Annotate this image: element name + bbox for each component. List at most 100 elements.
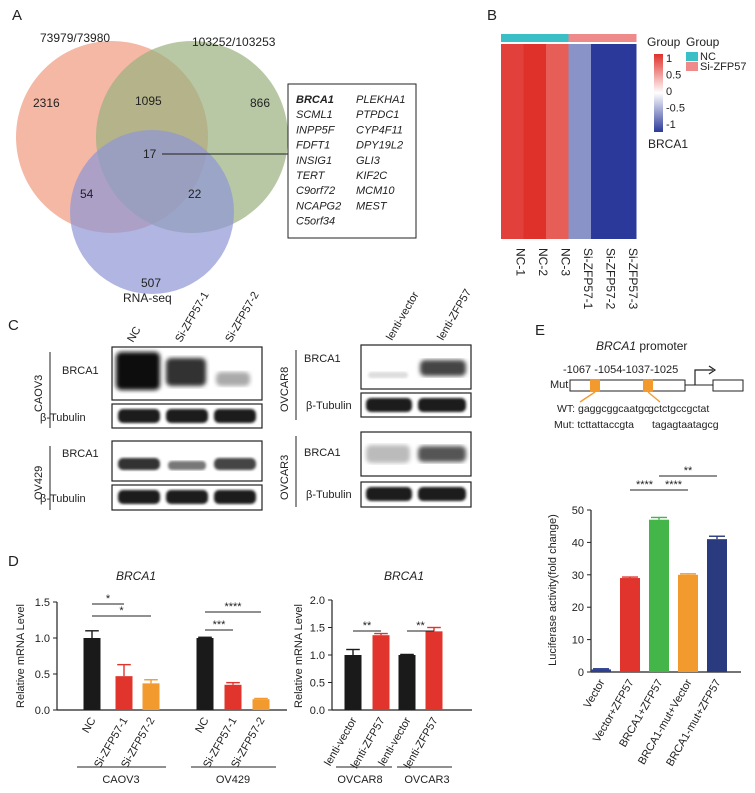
y-tick-label: 1.0 [35, 633, 50, 645]
heatmap: NC-1 NC-2 NC-3 Si-ZFP57-1 Si-ZFP57-2 Si-ZFP57… [501, 34, 746, 310]
promoter-region [569, 379, 686, 392]
significance-label: **** [636, 479, 654, 491]
heatmap-group-cell [591, 34, 614, 42]
heatmap-cell [613, 44, 637, 239]
venn-diagram: 73979/73980 103252/103253 RNA-seq 2316 8… [16, 31, 417, 305]
venn-set-3-label: RNA-seq [123, 291, 172, 305]
lane-label: Si-ZFP57-2 [223, 290, 262, 345]
bar [344, 655, 362, 710]
blot-label-tubulin-ov429: β-Tubulin [40, 493, 86, 505]
venn-set-3 [70, 130, 234, 294]
bar [425, 631, 443, 710]
blot-ovcar8-brca1-bands [368, 360, 466, 378]
promoter-site2-box [643, 379, 653, 392]
y-tick-label: 2.0 [310, 595, 325, 607]
significance-label: ** [684, 465, 693, 477]
y-axis-label: Luciferase activity(fold change) [547, 514, 559, 666]
bar [115, 676, 133, 710]
significance-label: *** [213, 619, 227, 631]
heatmap-legend-label: NC [700, 51, 716, 63]
blot-label-brca1-caov3: BRCA1 [62, 365, 99, 377]
blot-ov429-tubulin-bands [118, 490, 256, 504]
y-tick-label: 40 [572, 537, 584, 549]
y-tick-label: 20 [572, 602, 584, 614]
panel-label-e: E [535, 322, 545, 339]
y-axis-label: Relative mRNA Level [293, 604, 305, 708]
gene-name: TERT [296, 170, 326, 182]
venn-count-only2: 866 [250, 96, 270, 110]
venn-count-i23: 22 [188, 187, 202, 201]
blot-caov3-brca1-bands [116, 352, 250, 390]
venn-count-only1: 2316 [33, 96, 60, 110]
heatmap-column-label: Si-ZFP57-1 [581, 248, 595, 310]
y-axis-label: Relative mRNA Level [15, 604, 27, 708]
wt-seq-line: WT: gaggcggcaatgc [557, 403, 649, 415]
y-tick-label: 1.5 [310, 623, 325, 635]
heatmap-cell [501, 44, 524, 239]
x-tick-label: Vector [582, 677, 608, 710]
cell-label-ov429: OV429 [33, 466, 45, 500]
gene-name: PLEKHA1 [356, 94, 406, 106]
venn-count-i123: 17 [143, 147, 157, 161]
heatmap-legend-label: Si-ZFP57 [700, 61, 746, 73]
gene-name: BRCA1 [296, 94, 334, 106]
heatmap-colorbar-tick: -0.5 [666, 103, 685, 115]
gene-name: PTPDC1 [356, 109, 399, 121]
panel-label-d: D [8, 553, 19, 570]
bar [678, 574, 698, 672]
tss-arrow-head [708, 365, 717, 375]
bar [707, 539, 727, 672]
lane-label: lenti-ZFP57 [435, 287, 474, 342]
heatmap-colorbar-tick: 0 [666, 86, 672, 98]
site2-leader [647, 391, 661, 403]
promoter-mut-label: Mut [550, 379, 568, 391]
significance-label: ** [416, 620, 425, 632]
promoter-site1-box [590, 379, 600, 392]
y-tick-label: 0.5 [310, 678, 325, 690]
heatmap-group-cell [613, 34, 637, 42]
significance-label: **** [224, 601, 242, 613]
gene-name: INSIG1 [296, 155, 332, 167]
panel-label-c: C [8, 317, 19, 334]
western-blots: NC Si-ZFP57-1 Si-ZFP57-2 lenti-vector lenti… [33, 287, 474, 511]
significance-label: * [106, 593, 111, 605]
blot-label-brca1-ovcar8: BRCA1 [304, 353, 341, 365]
gene-name: INPP5F [296, 124, 336, 136]
promoter-site1-label: -1067 -1054 [563, 364, 622, 376]
gene-list-right: PLEKHA1 PTPDC1 CYP4F11 DPY19L2 GLI3 KIF2C MCM1… [356, 94, 406, 212]
significance-label: **** [665, 479, 683, 491]
venn-count-only3: 507 [141, 276, 161, 290]
venn-count-i12: 1095 [135, 94, 162, 108]
bar [252, 699, 270, 710]
heatmap-legend-swatch [686, 62, 698, 71]
y-tick-label: 1.5 [35, 597, 50, 609]
wt-seq2: gctctgccgctat [648, 403, 709, 415]
blot-ov429-brca1-bands [118, 458, 256, 470]
panel-label-b: B [487, 7, 497, 24]
gene-list-box [287, 83, 417, 239]
group-label: OVCAR8 [337, 774, 382, 786]
heatmap-group-cell [568, 34, 592, 42]
y-tick-label: 0.0 [310, 705, 325, 717]
heatmap-column-labels: NC-1 NC-2 NC-3 Si-ZFP57-1 Si-ZFP57-2 Si-ZFP57… [513, 248, 640, 310]
western-lanes-right: lenti-vector lenti-ZFP57 [384, 287, 474, 342]
promoter-exon [712, 379, 744, 392]
heatmap-group-bar [501, 34, 637, 42]
site1-leader [579, 391, 596, 403]
gene-name: DPY19L2 [356, 140, 403, 152]
blot-label-brca1-ovcar3: BRCA1 [304, 447, 341, 459]
y-tick-label: 10 [572, 635, 584, 647]
bar [591, 669, 611, 672]
significance-label: * [119, 605, 124, 617]
x-tick-label: BRCA1-mut+ZFP57 [664, 678, 723, 769]
gene-name: GLI3 [356, 155, 381, 167]
group-label: OVCAR3 [404, 774, 449, 786]
group-label: CAOV3 [102, 774, 139, 786]
heatmap-colorbar-tick: 0.5 [666, 70, 681, 82]
blot-caov3-tubulin-bands [118, 409, 256, 423]
heatmap-cell [523, 44, 547, 239]
blot-label-tubulin-ovcar8: β-Tubulin [306, 400, 352, 412]
x-tick-label: BRCA1-mut+Vector [636, 677, 695, 767]
